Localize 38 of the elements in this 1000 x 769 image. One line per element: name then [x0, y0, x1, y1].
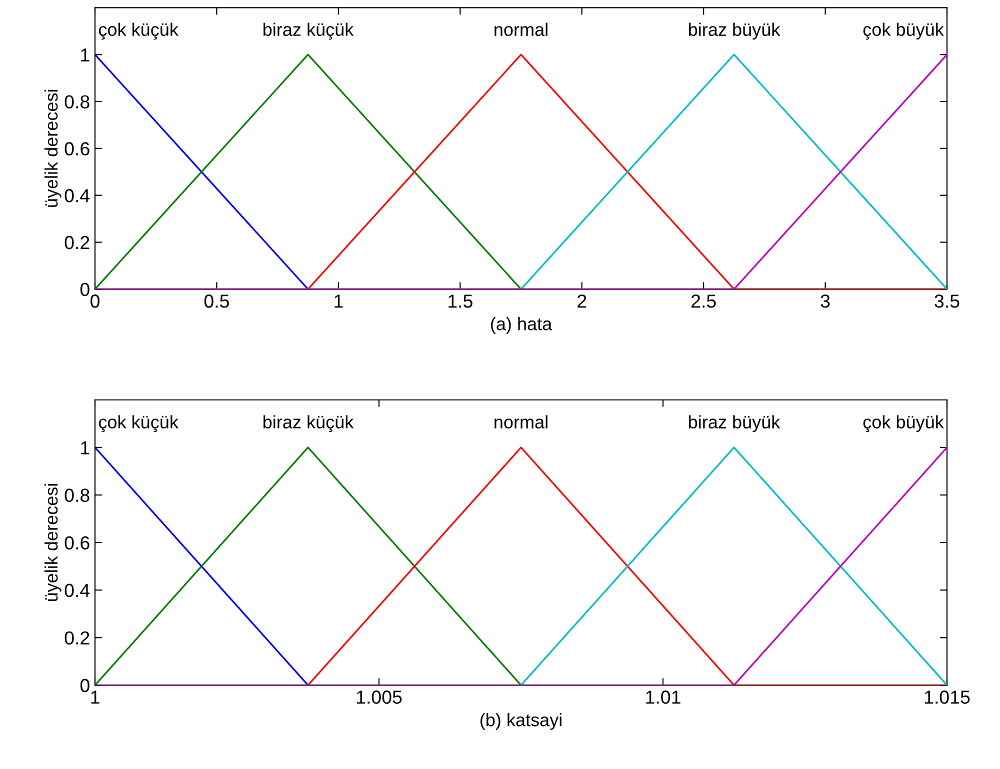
x-tick-label: 1.01: [646, 690, 680, 704]
x-tick-label: 3: [820, 294, 830, 308]
x-tick-label: 1.015: [924, 690, 970, 704]
y-axis-title: üyelik derecesi: [44, 90, 62, 207]
y-tick-label: 0.6: [64, 142, 90, 156]
x-tick-label: 2: [578, 294, 586, 308]
y-tick-label: 1: [81, 48, 90, 62]
series-label: biraz küçük: [264, 415, 354, 432]
y-tick-label: 0.4: [64, 189, 90, 202]
series-label: çok küçük: [98, 415, 178, 432]
y-tick-label: 0: [80, 282, 90, 296]
series-label: çok büyük: [863, 415, 944, 432]
series-label: çok büyük: [863, 22, 944, 40]
y-tick-label: 0.6: [64, 536, 90, 550]
x-tick-label: 0: [90, 294, 100, 308]
x-tick-label: 1.005: [356, 690, 402, 704]
x-tick-label: 1: [334, 294, 343, 308]
series-label: biraz büyük: [689, 415, 780, 432]
y-tick-label: 0.8: [64, 488, 90, 502]
series-label: biraz küçük: [264, 22, 354, 40]
y-tick-label: 0.8: [64, 95, 90, 108]
y-tick-label: 0: [80, 678, 90, 692]
x-tick-label: 3.5: [934, 294, 960, 308]
y-tick-label: 0.4: [64, 584, 90, 598]
series-label: biraz büyük: [689, 22, 780, 40]
x-tick-label: 1.5: [448, 294, 472, 308]
series-label: normal: [494, 415, 548, 428]
x-tick-label: 2.5: [691, 294, 716, 308]
x-tick-label: 0.5: [204, 294, 229, 308]
x-axis-title: (b) katsayi: [480, 713, 562, 730]
series-label: çok küçük: [98, 22, 178, 40]
x-tick-label: 1: [91, 690, 100, 704]
y-tick-label: 1: [81, 441, 90, 454]
y-tick-label: 0.2: [64, 236, 90, 250]
y-tick-label: 0.2: [64, 631, 90, 645]
y-axis-title: üyelik derecesi: [44, 484, 62, 602]
x-axis-title: (a) hata: [491, 317, 552, 334]
series-label: normal: [494, 22, 548, 36]
